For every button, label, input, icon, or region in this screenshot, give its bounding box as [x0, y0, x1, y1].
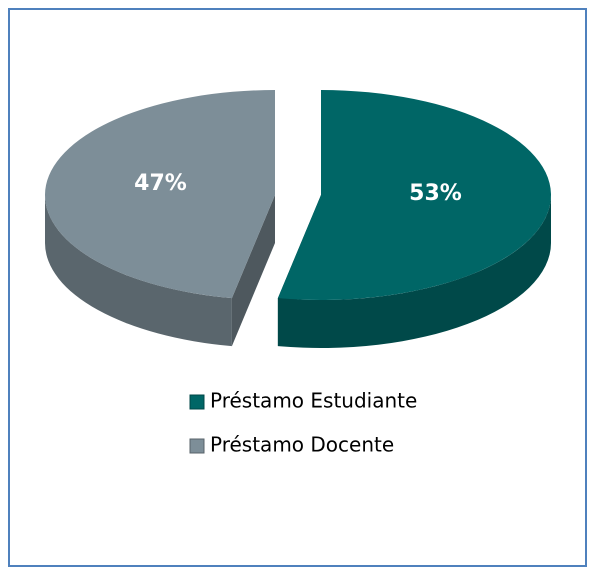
legend-label: Préstamo Docente: [210, 433, 394, 457]
legend-swatch: [189, 438, 205, 454]
slice: [44, 90, 275, 347]
legend-swatch: [189, 394, 205, 410]
slice-cut-face: [231, 195, 275, 347]
slice-side: [277, 195, 551, 348]
slice-top: [277, 90, 551, 300]
legend-label: Préstamo Estudiante: [210, 389, 417, 413]
slice-side: [45, 195, 232, 347]
slice-top: [44, 90, 275, 299]
slice: [277, 90, 551, 348]
data-label: 53%: [409, 181, 462, 206]
data-label: 47%: [134, 171, 187, 196]
